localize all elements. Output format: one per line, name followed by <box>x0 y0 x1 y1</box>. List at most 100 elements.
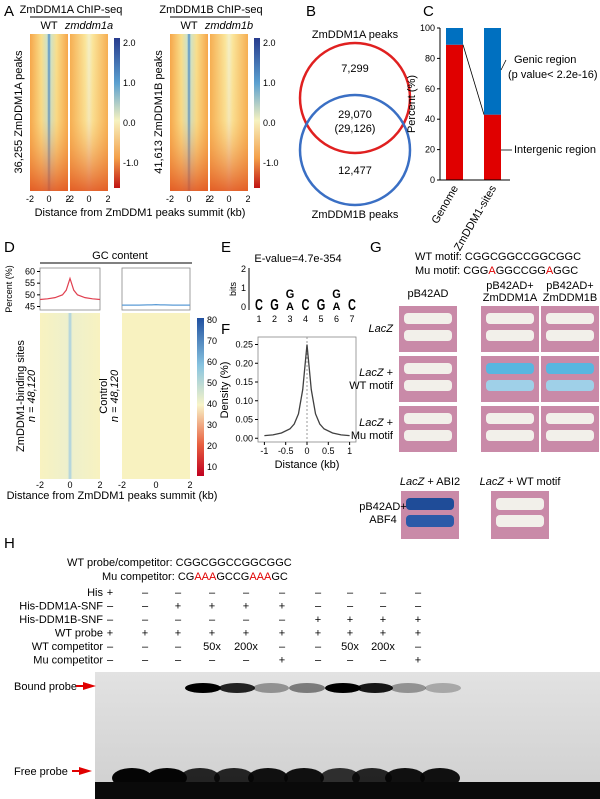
lane-cell: – <box>209 614 216 626</box>
lane-cell: + <box>279 655 285 667</box>
x-tick-label: 2 <box>187 480 192 490</box>
y-tick-label: 80 <box>425 53 435 63</box>
colony-streak <box>546 313 594 324</box>
colony-streak <box>404 430 452 441</box>
row-label: His-DDM1A-SNF <box>19 601 103 613</box>
colorbar <box>254 38 260 188</box>
lane-cell: – <box>347 587 354 599</box>
lane-cell: + <box>315 614 321 626</box>
row-label: ZmDDM1-binding sites <box>15 340 27 452</box>
plate <box>481 356 539 402</box>
bar <box>484 28 501 115</box>
count: 7,299 <box>341 63 369 75</box>
band <box>253 683 289 693</box>
y-tick-label: 50 <box>25 290 35 300</box>
y-tick-label: 0.20 <box>235 358 253 368</box>
annotation: (p value< 2.2e-16) <box>508 69 598 81</box>
lane-cell: – <box>107 655 114 667</box>
annotation: Genic region <box>514 54 576 66</box>
colony-streak <box>486 363 534 374</box>
column-label: pB42AD+ <box>546 280 593 292</box>
lane-cell: + <box>415 628 421 640</box>
row-label: His-DDM1B-SNF <box>19 614 103 626</box>
x-tick-label: 0 <box>67 480 72 490</box>
y-tick-label: 20 <box>425 145 435 155</box>
lane-cell: – <box>279 614 286 626</box>
y-tick-label: 0.10 <box>235 396 253 406</box>
colony-streak <box>546 363 594 374</box>
motif-part: Mu competitor: <box>102 571 178 583</box>
x-axis-label: Distance (kb) <box>275 459 340 471</box>
y-axis-label: Percent (%) <box>4 265 14 313</box>
colorbar-tick: 2.0 <box>263 38 276 48</box>
colony-streak <box>486 430 534 441</box>
colony-streak <box>404 413 452 424</box>
x-tick-label: 0 <box>153 480 158 490</box>
colony-streak <box>404 363 452 374</box>
row-label: 36,255 ZmDDM1A peaks <box>13 50 25 173</box>
row-label: WT competitor <box>32 641 104 653</box>
n-label: n = 48,120 <box>109 369 121 422</box>
bar <box>484 114 501 180</box>
lane-cell: – <box>107 614 114 626</box>
y-tick-label: 55 <box>25 278 35 288</box>
heatmap-fade <box>210 34 248 191</box>
lane-cell: – <box>209 587 216 599</box>
colony-streak <box>496 515 544 527</box>
rest: + ABI2 <box>424 476 460 488</box>
colorbar-tick: 0.0 <box>263 118 276 128</box>
arrow <box>79 767 92 775</box>
colorbar <box>114 38 120 188</box>
x-tick-label: 3 <box>287 314 292 324</box>
motif-part: AAA <box>249 571 272 583</box>
column-label: pB42AD+ <box>486 280 533 292</box>
venn-b <box>298 93 412 207</box>
motif-part: AAA <box>194 571 217 583</box>
lane-cell: – <box>243 587 250 599</box>
x-axis-label: Distance from ZmDDM1 peaks summit (kb) <box>35 207 246 219</box>
lane-cell: – <box>175 614 182 626</box>
lane-cell: – <box>175 655 182 667</box>
logo-letter: G <box>317 296 326 313</box>
colorbar-tick: 60 <box>207 357 217 367</box>
connector <box>462 44 485 115</box>
row-label: WT probe <box>55 628 103 640</box>
lane-cell: – <box>347 655 354 667</box>
lane-cell: – <box>315 641 322 653</box>
colony-streak <box>546 380 594 391</box>
panel-label: F <box>221 321 230 338</box>
lane-cell: + <box>347 614 353 626</box>
panel-label: E <box>221 239 231 256</box>
plus: + <box>387 367 393 379</box>
plate <box>541 306 599 352</box>
motif-part: A <box>488 265 496 277</box>
x-tick-label: 2 <box>245 194 250 204</box>
lane-cell: + <box>175 628 181 640</box>
panel-label: C <box>423 3 434 20</box>
column-label: LacZ + WT motif <box>480 476 562 488</box>
plate <box>541 356 599 402</box>
panel-label: G <box>370 239 382 256</box>
row-label: WT motif <box>349 380 394 392</box>
band <box>390 683 426 693</box>
x-tick-label: 5 <box>318 314 323 324</box>
x-tick-label: -2 <box>66 194 74 204</box>
plate <box>399 406 457 452</box>
colorbar-tick: 70 <box>207 336 217 346</box>
gene: LacZ <box>400 476 426 488</box>
colorbar-tick: 1.0 <box>123 78 136 88</box>
y-tick-label: 0.05 <box>235 415 253 425</box>
row-label: ABF4 <box>369 514 397 526</box>
gene: LacZ <box>359 417 385 429</box>
x-tick-label: -2 <box>166 194 174 204</box>
x-tick-label: -2 <box>36 480 44 490</box>
row-label: LacZ <box>369 323 395 335</box>
lane-cell: + <box>279 601 285 613</box>
lane-cell: – <box>315 587 322 599</box>
band <box>219 683 255 693</box>
colony-streak <box>496 498 544 510</box>
motif-part: GGC <box>553 265 578 277</box>
logo-letter: A <box>286 301 294 313</box>
n-label: n = 48,120 <box>26 369 38 422</box>
plot-frame <box>121 267 191 311</box>
